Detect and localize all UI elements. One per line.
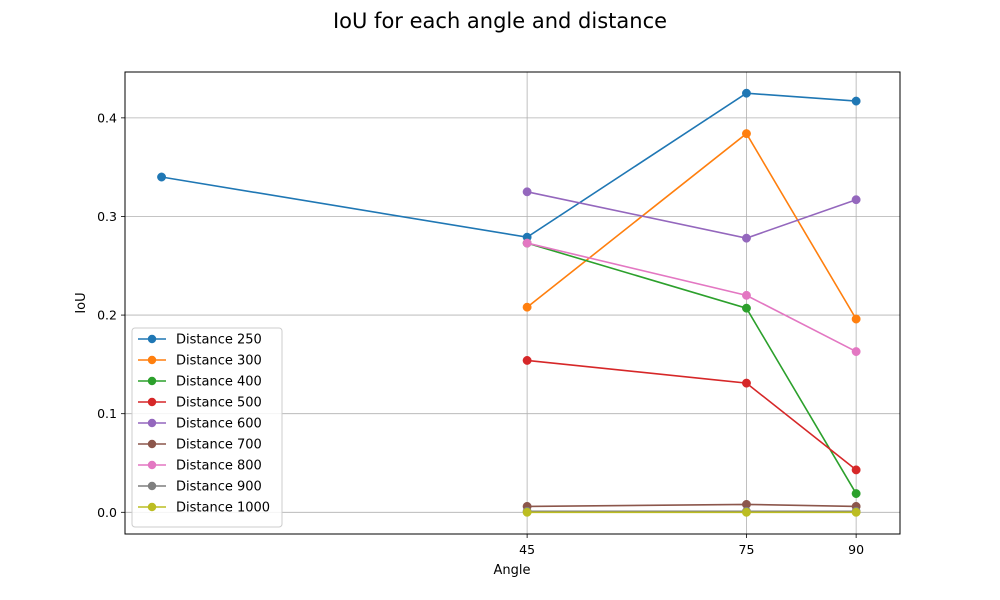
legend-label: Distance 250 [176,333,262,348]
legend-item: Distance 300 [138,354,262,369]
legend-marker [147,439,157,449]
series-distance-700 [522,499,861,511]
legend-item: Distance 600 [138,417,262,432]
x-tick-label: 90 [848,542,864,557]
data-point [851,347,861,357]
data-point [851,96,861,106]
x-axis-label: Angle [494,563,531,578]
legend-item: Distance 400 [138,375,262,390]
legend-marker [147,502,157,512]
y-tick-label: 0.1 [97,406,117,421]
legend-label: Distance 600 [176,417,262,432]
series-distance-1000 [522,507,861,517]
series-distance-600 [522,187,861,243]
legend-label: Distance 900 [176,480,262,495]
y-tick-label: 0.2 [97,308,117,323]
x-tick-label: 45 [519,542,535,557]
legend-item: Distance 1000 [138,501,270,516]
y-tick-label: 0.3 [97,209,117,224]
series-line [526,242,857,353]
legend-marker [147,376,157,386]
data-point [742,290,751,300]
data-point [851,507,861,517]
legend-marker [147,397,157,407]
data-point [157,172,167,182]
legend-item: Distance 900 [138,480,262,495]
plot-series [157,88,861,517]
axis-ticks: 45 75 90 0.0 0.1 0.2 0.3 0.4 [97,110,864,557]
x-tick-label: 75 [739,542,755,557]
legend-marker [147,481,157,491]
legend: Distance 250 Distance 300 Distance 400 Dist… [131,327,283,528]
data-point [742,507,751,517]
series-distance-800 [522,238,861,357]
legend-item: Distance 500 [138,396,262,411]
series-line [527,359,857,471]
data-point [522,355,532,365]
legend-item: Distance 800 [138,459,262,474]
plot-area-frame [124,71,901,535]
chart-title: IoU for each angle and distance [333,9,667,33]
data-point [522,238,532,248]
data-point [742,233,751,243]
legend-marker [147,418,157,428]
series-line [161,92,857,239]
legend-label: Distance 500 [176,396,262,411]
data-point [742,129,751,139]
data-point [742,303,751,313]
y-tick-label: 0.4 [97,110,117,125]
series-distance-300 [522,129,861,324]
y-axis-label: IoU [74,292,89,313]
data-point [742,88,751,98]
data-point [522,187,532,197]
legend-marker [147,355,157,365]
legend-marker [147,334,157,344]
data-point [851,489,861,499]
data-point [522,302,532,312]
series-distance-500 [522,355,861,475]
series-distance-250 [157,88,861,242]
data-point [851,314,861,324]
legend-label: Distance 1000 [176,501,270,516]
data-point [742,378,751,388]
data-point [851,195,861,205]
legend-item: Distance 700 [138,438,262,453]
series-line [526,242,857,494]
legend-label: Distance 700 [176,438,262,453]
series-distance-900 [522,506,861,516]
legend-label: Distance 300 [176,354,262,369]
series-distance-400 [522,238,861,499]
series-line [527,503,857,508]
legend-label: Distance 400 [176,375,262,390]
legend-item: Distance 250 [138,333,262,348]
legend-box [131,327,283,528]
y-tick-label: 0.0 [97,505,117,520]
series-line [526,191,857,239]
data-point [851,465,861,475]
data-point [522,507,532,517]
legend-marker [147,460,157,470]
legend-label: Distance 800 [176,459,262,474]
